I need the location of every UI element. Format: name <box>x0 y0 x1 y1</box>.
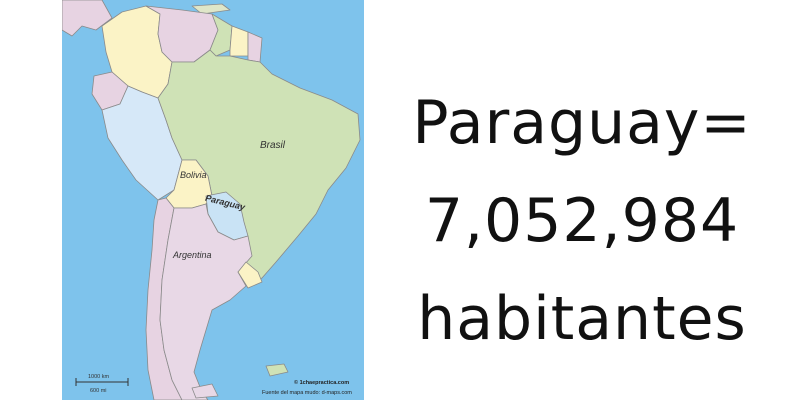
south-america-map: Brasil Bolivia Paraguay Argentina 1000 k… <box>62 0 364 400</box>
caption-line-unit: habitantes <box>417 284 747 354</box>
argentina <box>159 203 253 400</box>
scale-bar: 1000 km 600 mi <box>75 374 129 394</box>
scale-km: 1000 km <box>88 374 110 380</box>
credit-source: Fuente del mapa mudo: d-maps.com <box>262 390 352 396</box>
label-brasil: Brasil <box>260 140 286 151</box>
tierra-del-fuego <box>191 383 219 399</box>
caption-line-population: 7,052,984 <box>424 186 740 256</box>
population-caption: Paraguay= 7,052,984 habitantes <box>372 74 792 368</box>
falkland-islands <box>265 363 289 377</box>
scale-mi: 600 mi <box>90 388 107 394</box>
label-argentina: Argentina <box>172 250 212 260</box>
label-bolivia: Bolivia <box>180 170 207 180</box>
suriname <box>229 25 249 57</box>
central-america <box>62 0 113 37</box>
uruguay <box>237 261 263 289</box>
caribbean-island <box>191 3 231 15</box>
caption-line-country: Paraguay= <box>412 88 752 158</box>
credit-site: © 1chaepractica.com <box>294 379 349 386</box>
